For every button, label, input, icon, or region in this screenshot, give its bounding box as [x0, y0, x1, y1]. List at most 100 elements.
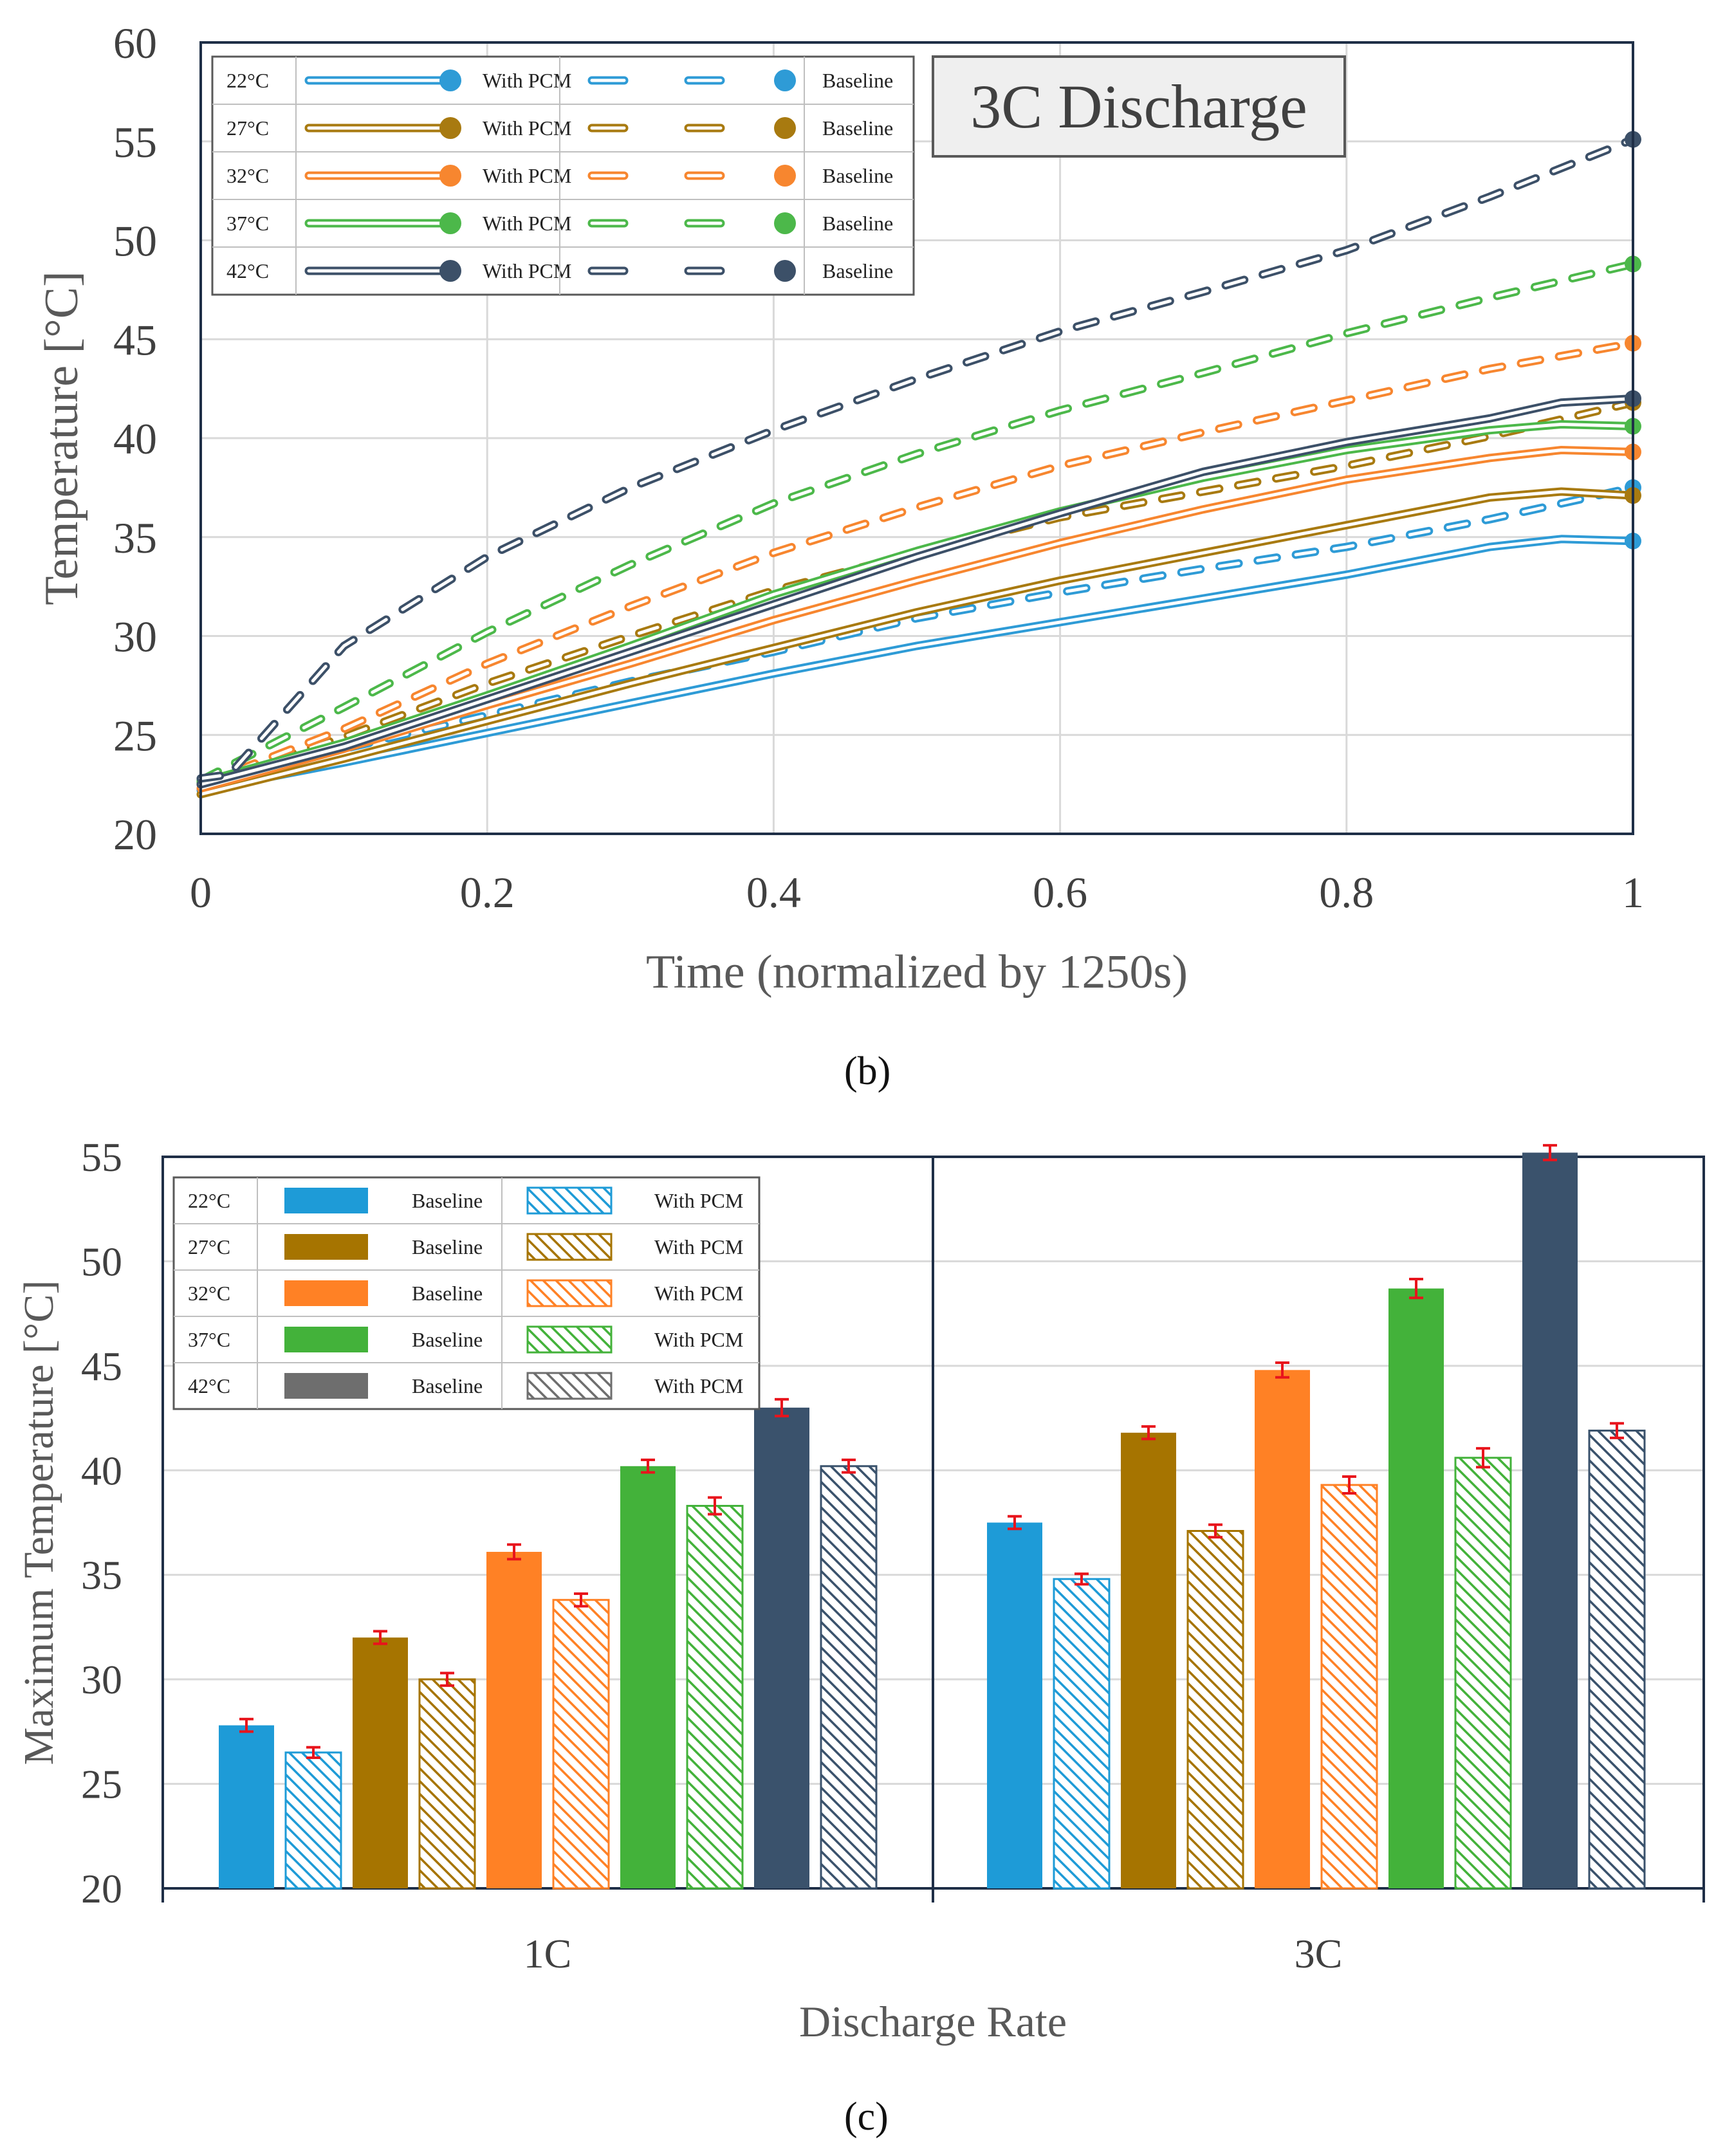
- legend-dashed-marker: [774, 260, 796, 282]
- legend-hatch-swatch: [526, 1233, 613, 1261]
- legend-temp-label: 42°C: [226, 259, 269, 282]
- legend-temp-label: 32°C: [226, 164, 269, 187]
- legend-box: [172, 1176, 761, 1410]
- bar-3c-37c-with-pcm: [1454, 1457, 1512, 1890]
- legend-solid-swatch: [284, 1234, 368, 1260]
- y-tick-label: 40: [113, 414, 157, 463]
- legend-base-label: Baseline: [412, 1374, 483, 1397]
- x-tick-label: 0.2: [460, 868, 515, 917]
- bar-1c-42c-baseline: [754, 1407, 809, 1888]
- legend-temp-label: 27°C: [188, 1235, 230, 1258]
- legend-base-label: Baseline: [822, 116, 893, 140]
- y-tick-label: 45: [113, 315, 157, 364]
- x-axis-label: Time (normalized by 1250s): [646, 946, 1188, 999]
- legend-base-label: Baseline: [822, 259, 893, 282]
- legend-solid-marker: [439, 69, 461, 91]
- bar-1c-37c-with-pcm: [686, 1505, 744, 1890]
- bar-3c-32c-baseline: [1255, 1370, 1310, 1888]
- y-tick-label: 25: [113, 711, 157, 760]
- bar-3c-32c-with-pcm: [1320, 1484, 1378, 1890]
- y-tick-label: 35: [81, 1553, 122, 1598]
- series-line-inner-22c-baseline: [199, 486, 1635, 786]
- legend-temp-label: 22°C: [188, 1189, 230, 1212]
- legend-solid-swatch: [284, 1373, 368, 1399]
- legend-base-label: Baseline: [412, 1328, 483, 1351]
- bar-3c-22c-with-pcm: [1053, 1578, 1111, 1890]
- y-tick-label: 50: [113, 217, 157, 266]
- bar-3c-42c-baseline: [1522, 1152, 1578, 1888]
- legend-hatch-swatch: [526, 1279, 613, 1307]
- figure-label-c: (c): [844, 2095, 889, 2139]
- legend-hatch-swatch: [526, 1186, 613, 1215]
- bar-3c-22c-baseline: [987, 1522, 1042, 1888]
- legend-solid-marker: [439, 212, 461, 234]
- legend-solid-swatch: [284, 1188, 368, 1213]
- x-tick-label: 0.8: [1319, 868, 1374, 917]
- legend-pcm-label: With PCM: [654, 1282, 743, 1305]
- legend-temp-label: 32°C: [188, 1282, 230, 1305]
- legend-pcm-label: With PCM: [483, 69, 571, 92]
- category-label-3c: 3C: [1295, 1931, 1343, 1976]
- x-tick-label: 0.6: [1033, 868, 1087, 917]
- series-line-inner-22c-with-pcm: [199, 537, 1635, 792]
- y-tick-label: 30: [113, 613, 157, 661]
- bar-1c-32c-baseline: [486, 1551, 542, 1888]
- plot-frame: [199, 41, 1634, 835]
- legend-pcm-label: With PCM: [654, 1235, 743, 1258]
- title-box: [932, 55, 1346, 158]
- figure-label-b: (b): [844, 1049, 891, 1093]
- y-tick-label: 45: [81, 1343, 122, 1389]
- legend-solid-swatch: [284, 1327, 368, 1352]
- x-tick-label: 0: [190, 868, 212, 917]
- bar-1c-32c-with-pcm: [552, 1599, 610, 1890]
- chart-title: 3C Discharge: [970, 72, 1307, 141]
- bar-chart-max-temperature: 20 25 30 35 40 45 50 55 1C 3C Discharge Rate Maximu…: [15, 1134, 1705, 2046]
- bar-1c-22c-baseline: [219, 1725, 274, 1888]
- legend-dashed-marker: [774, 212, 796, 234]
- y-tick-label: 60: [113, 19, 157, 68]
- legend-base-label: Baseline: [822, 164, 893, 187]
- legend-temp-label: 42°C: [188, 1374, 230, 1397]
- bar-3c-37c-baseline: [1388, 1288, 1444, 1888]
- y-tick-label: 50: [81, 1239, 122, 1284]
- y-tick-label: 20: [81, 1866, 122, 1912]
- bar-1c-22c-with-pcm: [284, 1751, 342, 1890]
- y-tick-label: 20: [113, 810, 157, 859]
- bar-3c-27c-baseline: [1121, 1432, 1176, 1888]
- bar-1c-27c-with-pcm: [418, 1678, 476, 1890]
- legend-dashed-marker: [774, 117, 796, 139]
- legend-base-label: Baseline: [412, 1235, 483, 1258]
- legend-pcm-label: With PCM: [483, 259, 571, 282]
- y-axis-label: Temperature [°C]: [35, 271, 88, 605]
- y-tick-label: 30: [81, 1657, 122, 1702]
- legend-hatch-swatch: [526, 1325, 613, 1354]
- bar-1c-27c-baseline: [353, 1637, 408, 1888]
- x-tick-label: 0.4: [746, 868, 801, 917]
- bar-3c-27c-with-pcm: [1186, 1529, 1244, 1890]
- legend-temp-label: 22°C: [226, 69, 269, 92]
- legend-hatch-swatch: [526, 1372, 613, 1400]
- y-tick-label: 40: [81, 1448, 122, 1493]
- legend-pcm-label: With PCM: [483, 212, 571, 235]
- legend-solid-swatch: [284, 1280, 368, 1306]
- y-tick-label: 55: [81, 1134, 122, 1180]
- bar-1c-37c-baseline: [620, 1466, 676, 1888]
- legend-base-label: Baseline: [412, 1282, 483, 1305]
- series-line-inner-32c-with-pcm: [199, 448, 1635, 790]
- legend-pcm-label: With PCM: [654, 1374, 743, 1397]
- bar-3c-42c-with-pcm: [1588, 1430, 1646, 1890]
- bar-1c-42c-with-pcm: [820, 1465, 878, 1890]
- legend-pcm-label: With PCM: [483, 116, 571, 140]
- legend-pcm-label: With PCM: [654, 1189, 743, 1212]
- category-label-1c: 1C: [524, 1931, 572, 1976]
- legend-temp-label: 37°C: [226, 212, 269, 235]
- legend-solid-marker: [439, 165, 461, 187]
- legend-pcm-label: With PCM: [654, 1328, 743, 1351]
- legend-pcm-label: With PCM: [483, 164, 571, 187]
- legend-base-label: Baseline: [822, 69, 893, 92]
- x-axis-label: Discharge Rate: [799, 1997, 1067, 2046]
- y-axis-label: Maximum Temperature [°C]: [15, 1280, 62, 1765]
- legend-dashed-marker: [774, 165, 796, 187]
- legend-dashed-marker: [774, 69, 796, 91]
- legend-solid-marker: [439, 117, 461, 139]
